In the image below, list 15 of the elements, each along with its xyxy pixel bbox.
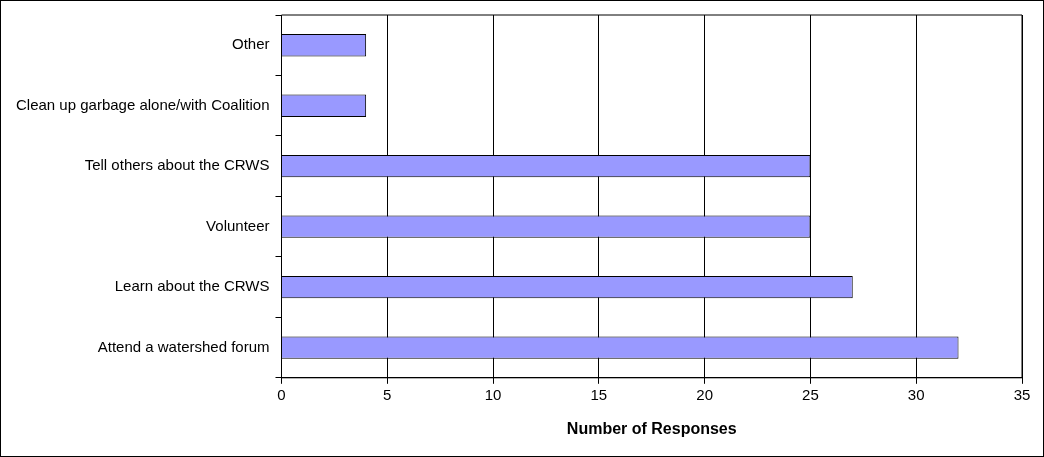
y-tick-label: Volunteer xyxy=(206,216,270,234)
x-tick-label: 25 xyxy=(802,385,819,403)
x-tick-label: 0 xyxy=(277,385,286,403)
x-tick-label: 15 xyxy=(590,385,608,403)
x-tick-label: 20 xyxy=(696,385,713,403)
y-tick-label: Learn about the CRWS xyxy=(114,277,270,295)
x-axis-title: Number of Responses xyxy=(566,419,737,437)
x-tick-label: 10 xyxy=(484,385,502,403)
x-tick-label: 5 xyxy=(383,385,392,403)
y-tick-label: Other xyxy=(231,35,270,53)
y-tick-label: Tell others about the CRWS xyxy=(84,156,270,174)
x-tick-label: 35 xyxy=(1013,385,1031,403)
y-tick-label: Clean up garbage alone/with Coalition xyxy=(15,95,270,113)
x-tick-label: 30 xyxy=(907,385,925,403)
y-tick-label: Attend a watershed forum xyxy=(97,337,270,355)
